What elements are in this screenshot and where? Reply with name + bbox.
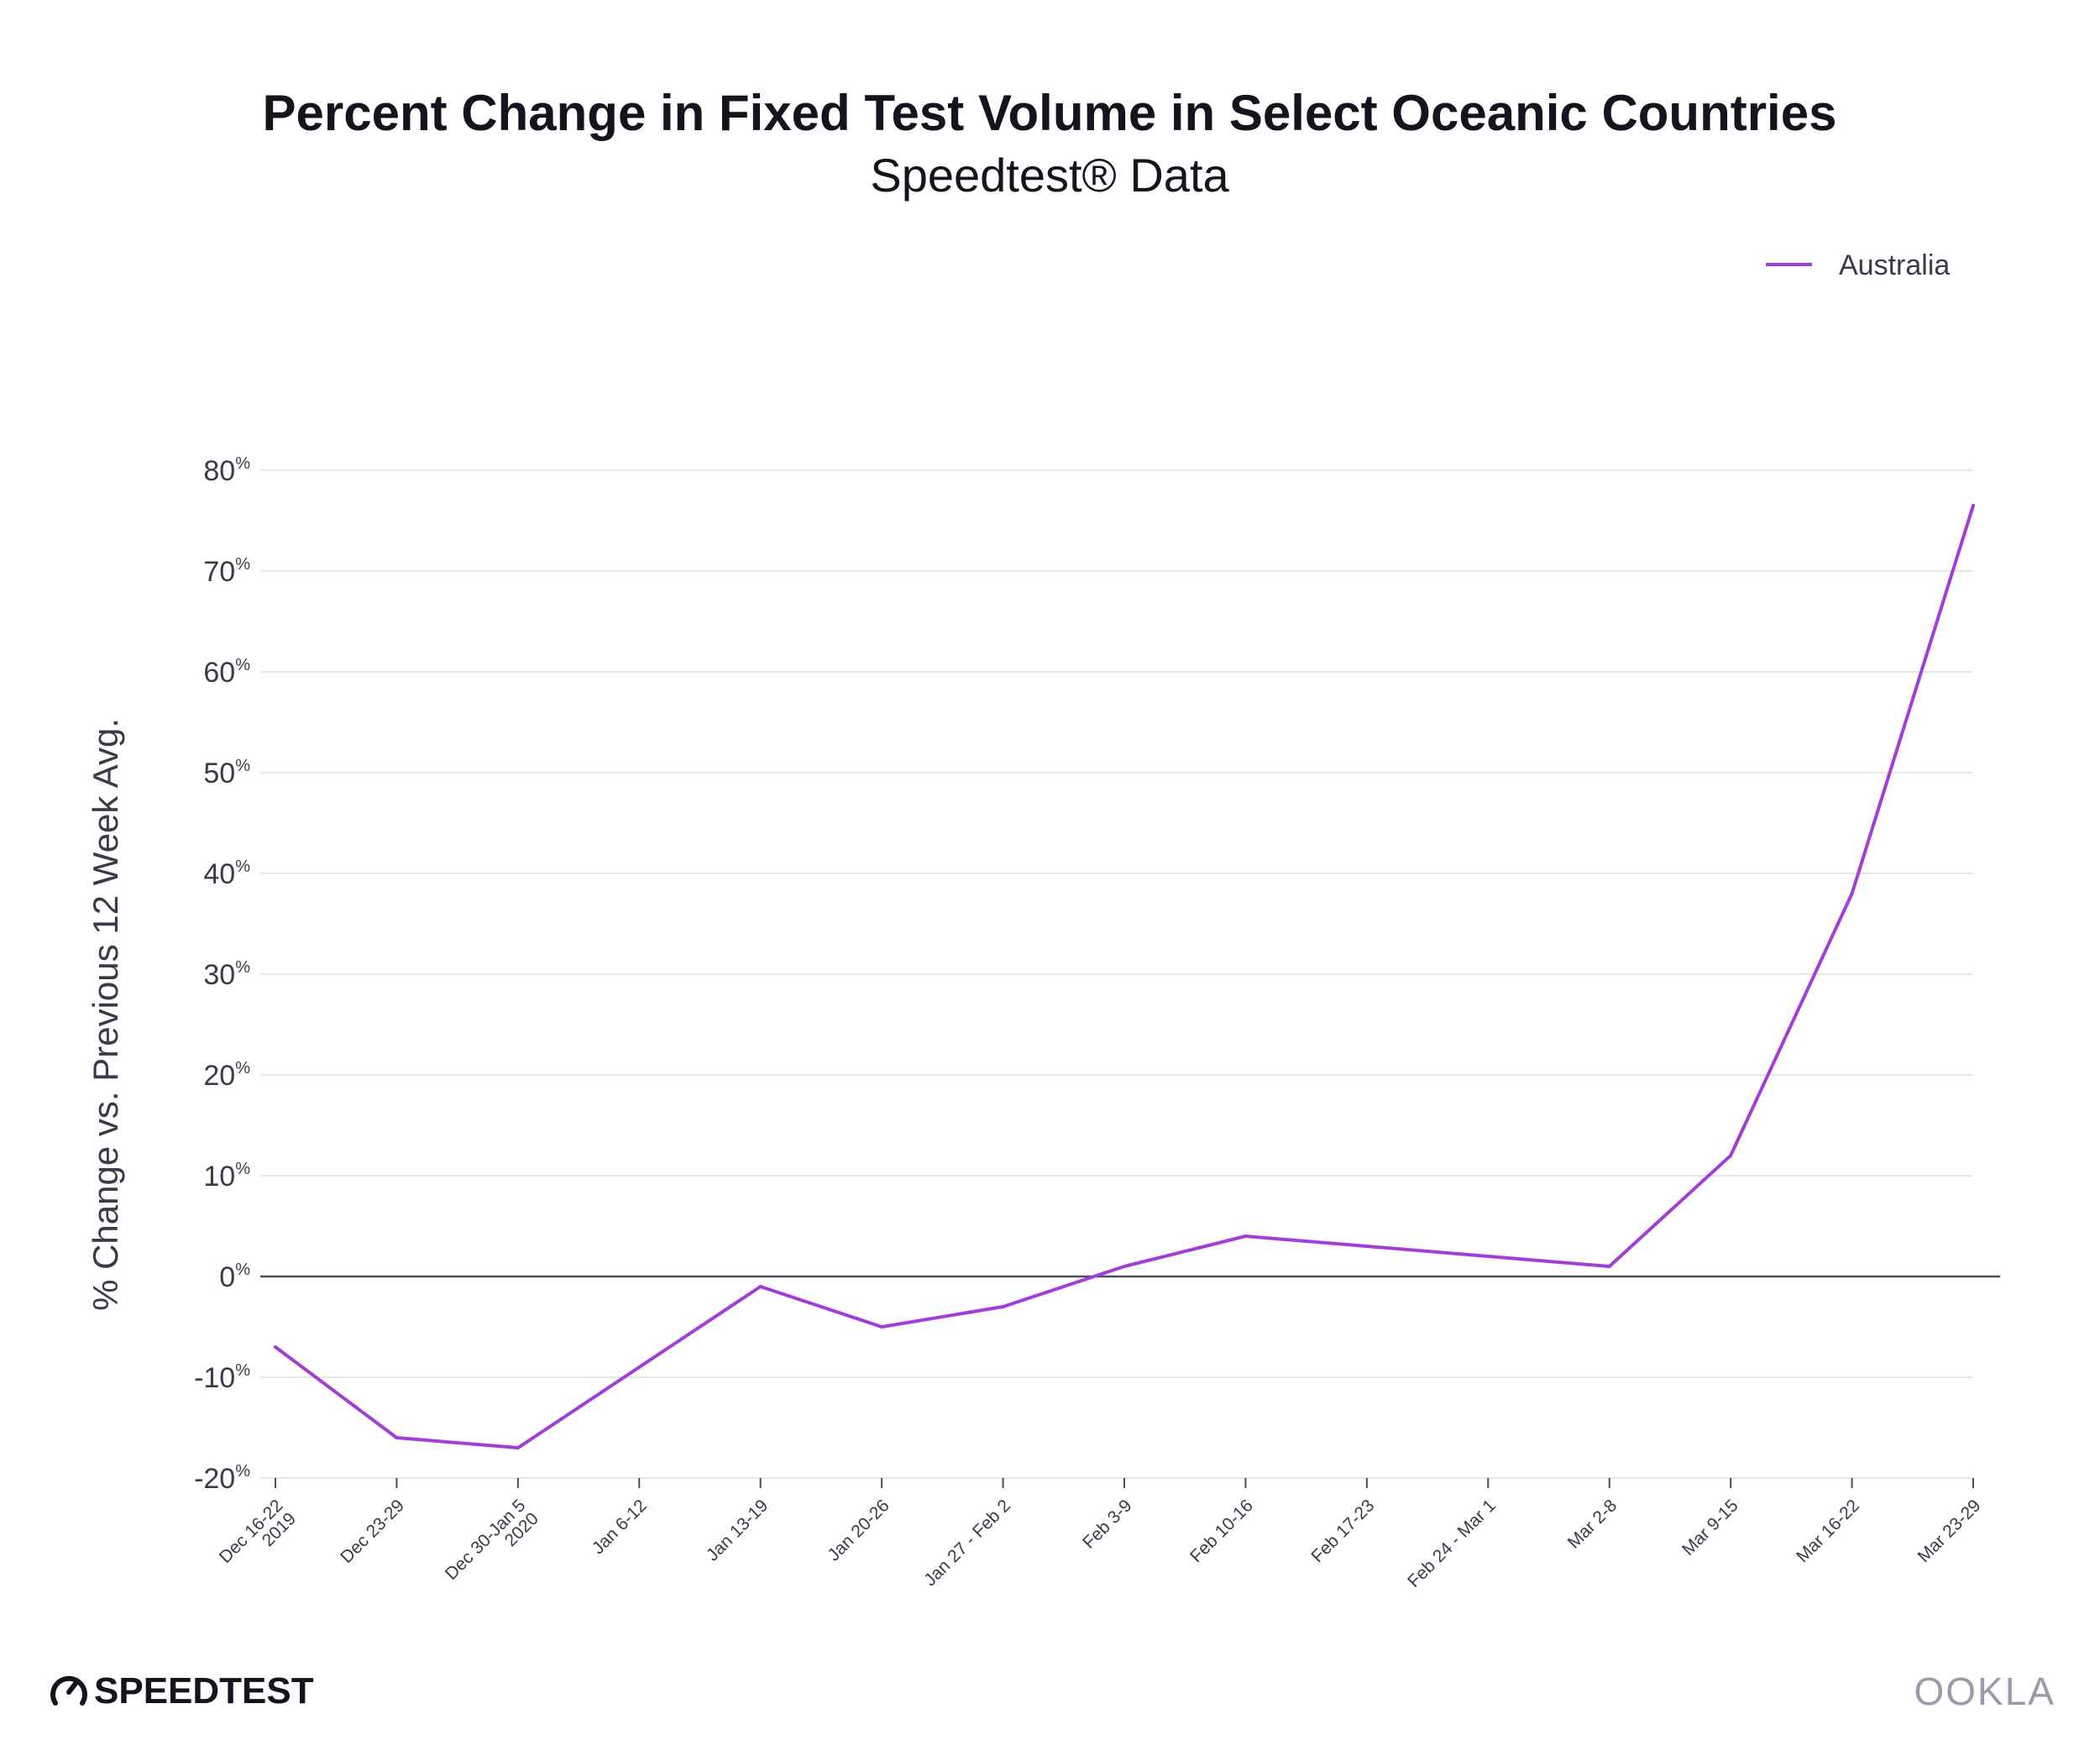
data-point (1123, 1265, 1126, 1268)
x-tick-label: Feb 17-23 (1307, 1496, 1378, 1566)
x-tick-text: Feb 24 - Mar 1 (1404, 1496, 1500, 1591)
data-point (1972, 504, 1975, 507)
gridlines (260, 469, 2000, 1479)
y-tick-label: 10% (203, 1160, 250, 1193)
y-axis-ticks: -20% -10% 0% 10% 20% 30% 40% 50% 60% 70% 80% (194, 454, 250, 1495)
data-point (274, 1345, 277, 1349)
y-tick-label: 20% (203, 1059, 250, 1092)
x-tick-text: Mar 16-22 (1793, 1496, 1863, 1566)
data-point (1729, 1154, 1733, 1157)
x-tick-label: Jan 6-12 (589, 1496, 651, 1558)
data-point (1364, 1245, 1369, 1248)
speedometer-icon (50, 1675, 87, 1706)
x-tick-text: Feb 10-16 (1186, 1496, 1257, 1566)
data-point (395, 1436, 399, 1439)
x-tick-label: Mar 9-15 (1678, 1496, 1742, 1559)
data-point (1850, 892, 1854, 895)
x-tick-text: Mar 23-29 (1914, 1496, 1985, 1566)
series-australia (274, 504, 1975, 1449)
x-tick-label: Mar 23-29 (1914, 1496, 1985, 1566)
data-point (516, 1446, 520, 1449)
data-point (1244, 1234, 1248, 1238)
x-tick-label: Feb 24 - Mar 1 (1404, 1496, 1500, 1591)
x-tick-label: Jan 20-26 (824, 1496, 893, 1565)
y-tick-label: 50% (203, 757, 250, 789)
x-tick-label: Jan 13-19 (703, 1496, 772, 1565)
y-tick-label: -20% (194, 1462, 250, 1495)
x-tick-label: Feb 10-16 (1186, 1496, 1257, 1566)
legend-label-australia: Australia (1839, 249, 1950, 281)
series-line (274, 504, 1975, 1449)
y-tick-label: 80% (203, 454, 250, 487)
x-tick-label: Feb 3-9 (1079, 1496, 1135, 1552)
y-axis-title: % Change vs. Previous 12 Week Avg. (86, 718, 125, 1311)
data-point (1486, 1255, 1490, 1258)
chart-subtitle: Speedtest® Data (870, 149, 1229, 202)
speedtest-logo: SPEEDTEST (50, 1670, 314, 1711)
x-tick-label: Mar 2-8 (1564, 1496, 1621, 1552)
legend: Australia (1766, 249, 1950, 281)
x-tick-label: Jan 27 - Feb 2 (920, 1496, 1014, 1590)
y-tick-label: 0% (219, 1261, 250, 1293)
x-tick-text: Dec 23-29 (337, 1496, 408, 1567)
x-tick-label: Dec 23-29 (337, 1496, 408, 1567)
chart-title: Percent Change in Fixed Test Volume in S… (263, 85, 1837, 141)
x-tick-text: Jan 6-12 (589, 1496, 651, 1558)
data-point (1607, 1265, 1611, 1268)
ookla-logo: OOKLA (1914, 1670, 2055, 1713)
y-tick-label: 60% (203, 656, 250, 689)
x-tick-text: Jan 27 - Feb 2 (920, 1496, 1014, 1590)
y-tick-label: 30% (203, 958, 250, 991)
x-tick-text: Mar 9-15 (1678, 1496, 1742, 1559)
y-tick-label: -10% (194, 1361, 250, 1394)
y-tick-label: 70% (203, 555, 250, 588)
speedtest-wordmark: SPEEDTEST (94, 1670, 314, 1711)
x-tick-text: Mar 2-8 (1564, 1496, 1621, 1552)
data-point (637, 1365, 642, 1369)
data-point (880, 1325, 884, 1329)
x-tick-text: Feb 3-9 (1079, 1496, 1135, 1552)
data-point (758, 1285, 762, 1288)
x-tick-text: Jan 13-19 (703, 1496, 772, 1565)
x-tick-label: Mar 16-22 (1793, 1496, 1863, 1566)
x-tick-text: Feb 17-23 (1307, 1496, 1378, 1566)
x-tick-text: Jan 20-26 (824, 1496, 893, 1565)
data-point (1001, 1305, 1005, 1308)
y-tick-label: 40% (203, 857, 250, 890)
